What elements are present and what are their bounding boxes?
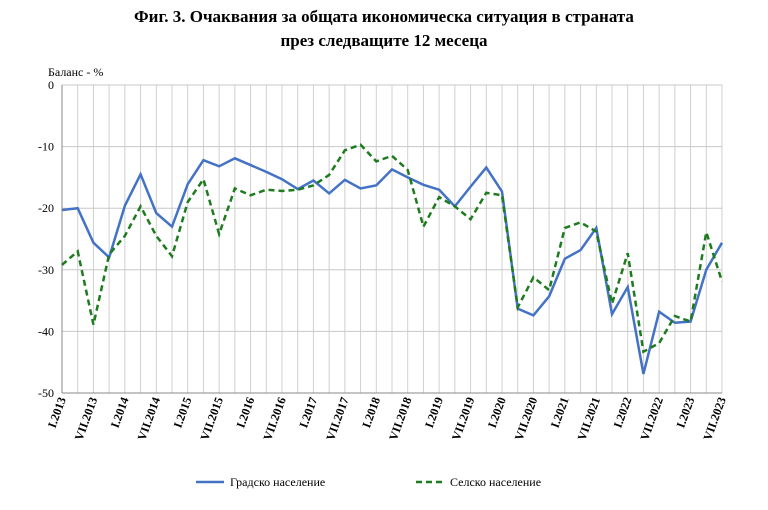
- chart-title: през следващите 12 месеца: [280, 31, 488, 50]
- x-tick-label: VII.2014: [135, 395, 164, 442]
- x-tick-label: VII.2022: [637, 395, 666, 442]
- x-tick-label: VII.2019: [449, 395, 478, 442]
- x-tick-label: I.2017: [296, 395, 320, 430]
- series-line: [61, 156, 724, 375]
- x-tick-label: VII.2021: [575, 395, 604, 442]
- y-tick-label: -20: [38, 201, 54, 215]
- x-tick-label: I.2020: [485, 395, 509, 430]
- x-tick-label: VII.2020: [512, 395, 541, 442]
- x-tick-label: VII.2018: [386, 395, 415, 442]
- x-tick-label: VII.2016: [260, 395, 289, 442]
- x-tick-label: I.2015: [171, 395, 195, 430]
- x-tick-label: I.2014: [108, 395, 132, 430]
- y-tick-label: -40: [38, 324, 54, 338]
- x-tick-label: VII.2023: [700, 395, 729, 442]
- x-tick-label: I.2013: [45, 395, 69, 430]
- x-tick-label: VII.2017: [323, 395, 352, 442]
- x-tick-label: I.2023: [673, 395, 697, 430]
- x-tick-label: I.2022: [611, 395, 635, 430]
- x-tick-label: I.2018: [359, 395, 383, 430]
- series-line: [61, 143, 724, 354]
- legend-label: Селско население: [450, 475, 541, 489]
- chart-title: Фиг. 3. Очаквания за общата икономическа…: [134, 7, 634, 26]
- y-tick-label: 0: [48, 78, 54, 92]
- y-tick-label: -50: [38, 386, 54, 400]
- x-tick-label: VII.2013: [72, 395, 101, 442]
- x-tick-label: I.2019: [422, 395, 446, 430]
- legend-label: Градско население: [230, 475, 325, 489]
- x-tick-label: I.2021: [548, 395, 572, 430]
- x-tick-label: VII.2015: [197, 395, 226, 442]
- y-axis-label: Баланс - %: [48, 65, 103, 79]
- x-tick-label: I.2016: [233, 395, 257, 430]
- y-tick-label: -10: [38, 140, 54, 154]
- y-tick-label: -30: [38, 263, 54, 277]
